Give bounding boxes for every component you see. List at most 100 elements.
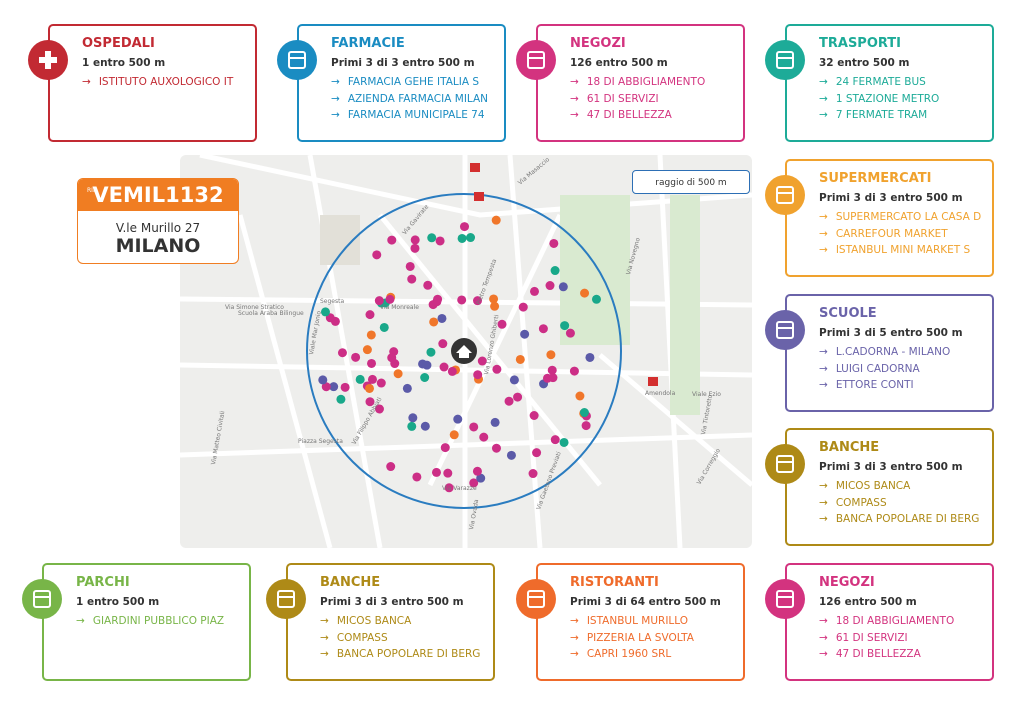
poi-dot	[497, 319, 507, 329]
poi-dot	[407, 421, 417, 431]
poi-dot	[321, 382, 331, 392]
card-title: OSPEDALI	[82, 36, 155, 51]
card-icon	[765, 40, 805, 80]
card-item: 47 DI BELLEZZA	[570, 107, 705, 124]
metro-icon	[470, 163, 480, 172]
city: MILANO	[115, 235, 201, 257]
poi-dot	[440, 443, 450, 453]
poi-dot	[393, 369, 403, 379]
poi-dot	[558, 282, 568, 292]
street-label: Via Tintoretto	[700, 394, 714, 436]
card-subtitle: 32 entro 500 m	[819, 57, 910, 69]
poi-dot	[469, 478, 479, 488]
card-items: ISTANBUL MURILLOPIZZERIA LA SVOLTACAPRI …	[570, 613, 694, 663]
poi-dot	[477, 356, 487, 366]
poi-dot	[447, 366, 457, 376]
poi-dot	[429, 317, 439, 327]
card-item: 18 DI ABBIGLIAMENTO	[819, 613, 954, 630]
poi-dots	[318, 215, 601, 493]
poi-card: NEGOZI 126 entro 500 m 18 DI ABBIGLIAMENTO…	[536, 24, 745, 142]
poi-dot	[355, 374, 365, 384]
street-label: Via Simone Stratico	[225, 304, 284, 311]
poi-dot	[385, 294, 395, 304]
street-label: Viale Ezio	[692, 391, 721, 398]
card-items: FARMACIA GEHE ITALIA SAZIENDA FARMACIA M…	[331, 74, 488, 124]
poi-dot	[408, 413, 418, 423]
card-items: ISTITUTO AUXOLOGICO IT	[82, 74, 233, 91]
poi-card: TRASPORTI 32 entro 500 m 24 FERMATE BUS1 S…	[785, 24, 994, 142]
poi-dot	[473, 296, 483, 306]
park	[670, 195, 700, 415]
card-item: FARMACIA MUNICIPALE 74	[331, 107, 488, 124]
poi-dot	[443, 468, 453, 478]
card-icon	[28, 40, 68, 80]
street-label: Via Ovada	[468, 499, 480, 531]
card-title: BANCHE	[320, 575, 381, 590]
poi-dot	[422, 360, 432, 370]
listing-badge: RIF VEMIL1132 V.le Murillo 27 MILANO	[77, 178, 239, 264]
card-icon	[516, 579, 556, 619]
card-title: PARCHI	[76, 575, 130, 590]
card-item: ETTORE CONTI	[819, 377, 950, 394]
poi-card: FARMACIE Primi 3 di 3 entro 500 m FARMACIA…	[297, 24, 506, 142]
icon-glyph	[288, 51, 306, 69]
card-item: CAPRI 1960 SRL	[570, 646, 694, 663]
poi-dot	[591, 294, 601, 304]
card-subtitle: Primi 3 di 3 entro 500 m	[819, 461, 963, 473]
poi-dot	[439, 362, 449, 372]
poi-dot	[489, 294, 499, 304]
poi-dot	[365, 310, 375, 320]
card-subtitle: Primi 3 di 64 entro 500 m	[570, 596, 721, 608]
poi-dot	[367, 374, 377, 384]
poi-dot	[520, 329, 530, 339]
poi-dot	[412, 472, 422, 482]
glyph	[527, 51, 545, 69]
card-items: MICOS BANCACOMPASSBANCA POPOLARE DI BERG	[819, 478, 980, 528]
icon-glyph	[33, 590, 51, 608]
poi-dot	[367, 358, 377, 368]
card-subtitle: 126 entro 500 m	[819, 596, 917, 608]
poi-dot	[437, 313, 447, 323]
card-items: SUPERMERCATO LA CASA DCARREFOUR MARKETIS…	[819, 209, 981, 259]
poi-dot	[550, 266, 560, 276]
poi-dot	[364, 383, 374, 393]
card-title: RISTORANTI	[570, 575, 659, 590]
listing-code: VEMIL1132	[92, 183, 224, 207]
poi-dot	[426, 347, 436, 357]
card-subtitle: 1 entro 500 m	[76, 596, 160, 608]
street-label: Scuola Araba Bilingue	[238, 310, 304, 317]
card-items: MICOS BANCACOMPASSBANCA POPOLARE DI BERG	[320, 613, 481, 663]
street-label: Via Gavirate	[401, 203, 430, 236]
street-label: Via Masaccio	[517, 156, 551, 187]
poi-dot	[386, 462, 396, 472]
card-subtitle: 126 entro 500 m	[570, 57, 668, 69]
poi-dot	[569, 366, 579, 376]
card-icon	[765, 175, 805, 215]
icon-glyph	[39, 51, 57, 69]
card-items: 18 DI ABBIGLIAMENTO61 DI SERVIZI47 DI BE…	[819, 613, 954, 663]
poi-dot	[402, 383, 412, 393]
poi-dot	[337, 348, 347, 358]
poi-dot	[529, 286, 539, 296]
poi-dot	[581, 421, 591, 431]
poi-dot	[320, 307, 330, 317]
address: V.le Murillo 27	[115, 221, 201, 235]
card-item: COMPASS	[320, 630, 480, 647]
card-icon	[277, 40, 317, 80]
card-item: GIARDINI PUBBLICO PIAZ	[76, 613, 224, 630]
poi-dot	[318, 375, 328, 385]
poi-dot	[472, 466, 482, 476]
poi-dot	[340, 382, 350, 392]
card-icon	[266, 579, 306, 619]
card-item: LUIGI CADORNA	[819, 361, 950, 378]
card-items: 18 DI ABBIGLIAMENTO61 DI SERVIZI47 DI BE…	[570, 74, 705, 124]
icon-glyph	[527, 51, 545, 69]
poi-dot	[506, 450, 516, 460]
icon-glyph	[527, 590, 545, 608]
street-label: Via Gaetano Previati	[535, 451, 563, 511]
card-icon	[516, 40, 556, 80]
poi-dot	[575, 391, 585, 401]
poi-dot	[329, 382, 339, 392]
card-subtitle: Primi 3 di 5 entro 500 m	[819, 327, 963, 339]
